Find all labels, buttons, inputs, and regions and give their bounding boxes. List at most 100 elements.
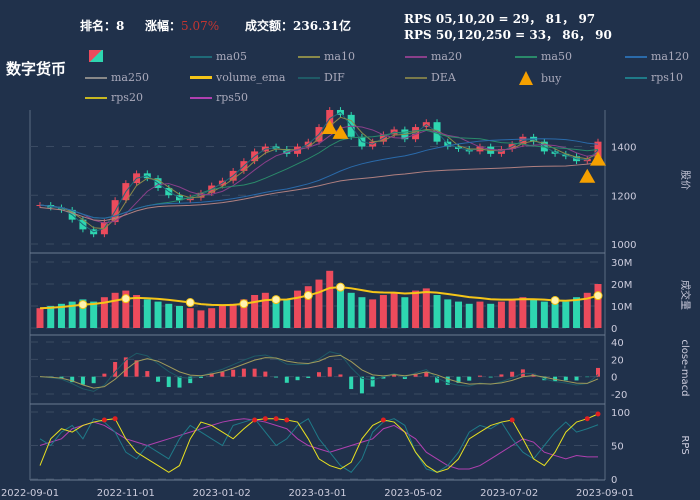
legend-item-rps50[interactable]: rps50 (190, 91, 248, 104)
macd-histogram-bar (317, 372, 321, 377)
volume-tick-label: 30M (611, 258, 632, 269)
macd-histogram-bar (445, 376, 450, 385)
volume-bar (562, 301, 570, 328)
legend-item-ma10[interactable]: ma10 (298, 50, 355, 63)
rank-value: 8 (116, 19, 125, 33)
macd-histogram-bar (477, 375, 482, 377)
macd-histogram-bar (209, 373, 214, 377)
legend-label: buy (541, 71, 562, 85)
volume-bar (476, 301, 484, 328)
macd-tick-label: 0 (611, 373, 617, 384)
rps-high-marker (112, 416, 118, 422)
macd-histogram-bar (392, 374, 397, 377)
macd-histogram-bar (123, 357, 128, 377)
macd-tick-label: 20 (611, 355, 624, 366)
macd-histogram-bar (424, 371, 429, 377)
rps-line-1: RPS 05,10,20 = 29， 81， 97 (404, 12, 596, 26)
volume-bar (594, 284, 602, 328)
macd-histogram-bar (198, 376, 203, 378)
volume-bar (122, 290, 130, 328)
rps10-line (39, 417, 599, 473)
price-tick-label: 1200 (611, 191, 636, 202)
rps-high-marker (595, 411, 601, 417)
volume-bar (379, 295, 387, 328)
volume-bar (497, 301, 505, 328)
legend-item-ma50[interactable]: ma50 (515, 50, 572, 63)
legend-label: DEA (431, 71, 456, 84)
volume-bar (111, 292, 119, 328)
legend-item-rps10[interactable]: rps10 (625, 71, 683, 84)
volume-bar (261, 292, 269, 328)
volume-marker (185, 298, 195, 308)
volume-marker (335, 282, 345, 292)
volume-bar (251, 295, 259, 328)
rps-high-marker (262, 416, 268, 422)
legend-label: rps20 (111, 91, 143, 104)
macd-axis-label: close-macd (679, 339, 690, 396)
buy-signal-icon (579, 168, 596, 183)
price-axis-label: 股价 (679, 170, 691, 190)
x-tick-label: 2022-11-01 (97, 488, 155, 499)
ma120-line (39, 138, 599, 219)
volume-bar (444, 299, 452, 328)
legend-item-ma05[interactable]: ma05 (190, 50, 247, 63)
rps-axis-label: RPS (679, 435, 690, 454)
volume-bar (218, 306, 226, 328)
legend-label: ma50 (541, 50, 572, 63)
buy-signal-icon (321, 120, 338, 134)
legend-item-rps20[interactable]: rps20 (85, 91, 143, 104)
x-tick-label: 2023-03-01 (288, 488, 346, 499)
legend-item-volume_ema[interactable]: volume_ema (190, 71, 285, 84)
legend-item-ma120[interactable]: ma120 (625, 50, 689, 63)
x-tick-label: 2023-07-02 (480, 488, 538, 499)
volume-bar (133, 295, 141, 328)
legend-label: DIF (324, 71, 345, 84)
legend-item-ma250[interactable]: ma250 (85, 71, 149, 84)
rps-high-marker (273, 416, 279, 422)
legend-item-DIF[interactable]: DIF (298, 71, 345, 84)
volume-bar (90, 301, 98, 328)
legend-item-buy[interactable]: buy (515, 71, 561, 85)
volume-marker (593, 291, 603, 301)
volume-bar (304, 286, 312, 328)
macd-histogram-bar (499, 374, 504, 377)
macd-histogram-bar (402, 376, 407, 379)
legend-item-ma20[interactable]: ma20 (405, 50, 462, 63)
macd-histogram-bar (306, 376, 311, 378)
legend-line-icon (298, 55, 320, 58)
macd-histogram-bar (456, 376, 461, 383)
macd-histogram-bar (338, 374, 343, 377)
volume-bar (197, 310, 205, 328)
legend-line-icon (515, 55, 537, 58)
volume-axis-label: 成交量 (679, 280, 692, 310)
macd-histogram-bar (349, 376, 354, 390)
legend-line-icon (405, 76, 427, 79)
amount: 成交额：236.31亿 (245, 17, 351, 34)
volume-bar (229, 303, 237, 328)
rps-high-marker (509, 417, 515, 423)
amount-value: 236.31亿 (293, 19, 351, 33)
macd-histogram-bar (156, 376, 161, 382)
volume-bar (573, 297, 581, 328)
volume-marker (550, 295, 560, 305)
macd-histogram-bar (59, 376, 64, 379)
volume-bar (369, 299, 377, 328)
volume-tick-label: 0 (611, 324, 617, 335)
volume-bar (487, 303, 495, 328)
macd-histogram-bar (596, 367, 600, 377)
rps-tick-label: 100 (611, 408, 630, 419)
volume-bar (347, 292, 355, 328)
volume-bar (433, 295, 441, 328)
macd-histogram-bar (252, 368, 257, 377)
legend-label: rps10 (651, 71, 683, 84)
macd-histogram-bar (263, 371, 268, 377)
macd-histogram-bar (359, 376, 364, 394)
volume-bar (240, 299, 248, 328)
legend-line-icon (405, 55, 427, 58)
legend-item-candle[interactable] (85, 50, 111, 62)
dea-line (39, 354, 599, 389)
legend-item-DEA[interactable]: DEA (405, 71, 456, 84)
rps-high-marker (380, 417, 386, 423)
macd-histogram-bar (231, 369, 236, 377)
